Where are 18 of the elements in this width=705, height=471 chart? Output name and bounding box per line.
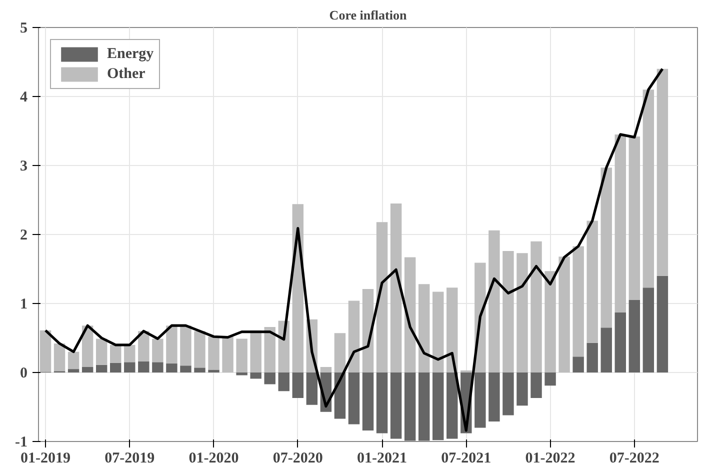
x-tick-label: 07-2019: [104, 450, 155, 466]
x-tick-label: 01-2021: [357, 450, 408, 466]
x-tick-label: 07-2022: [609, 450, 660, 466]
x-tick-label: 01-2020: [188, 450, 239, 466]
y-tick-label: 1: [20, 296, 28, 312]
y-tick-label: 5: [20, 20, 28, 36]
x-tick-label: 01-2019: [20, 450, 71, 466]
chart-title: Core inflation: [329, 8, 408, 22]
y-tick-label: -1: [15, 434, 28, 450]
x-tick-label: 01-2022: [525, 450, 576, 466]
legend-label: Energy: [107, 46, 154, 62]
legend-label: Other: [107, 66, 146, 82]
y-tick-label: 3: [20, 158, 28, 174]
y-tick-label: 2: [20, 228, 28, 244]
x-tick-label: 07-2020: [272, 450, 323, 466]
x-tick-label: 07-2021: [441, 450, 492, 466]
y-tick-label: 0: [20, 366, 28, 382]
y-tick-label: 4: [20, 90, 28, 106]
